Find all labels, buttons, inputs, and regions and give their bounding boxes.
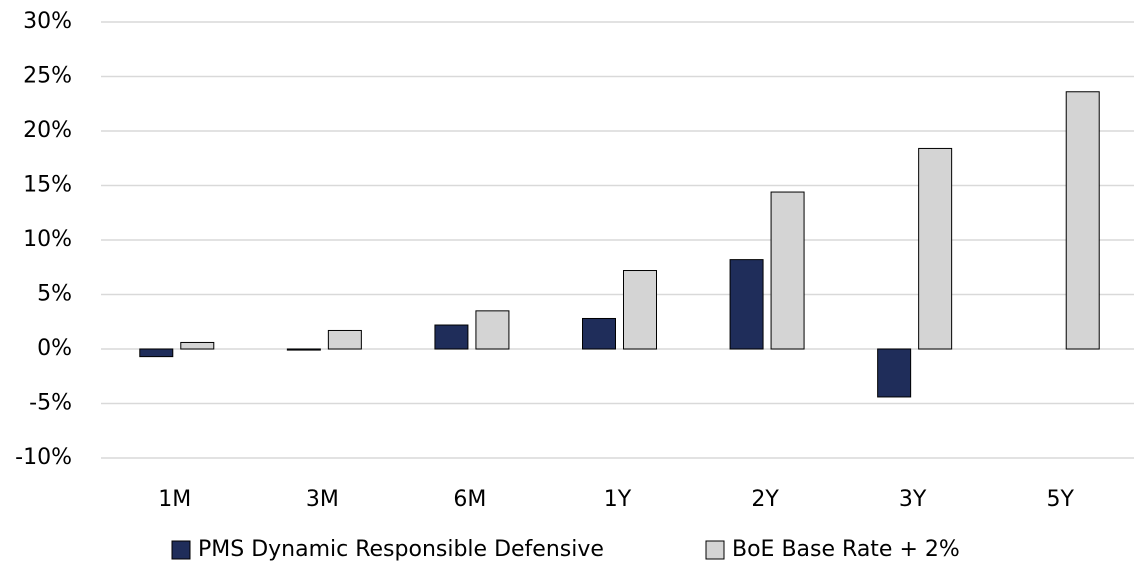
bar <box>918 147 953 350</box>
legend-label: PMS Dynamic Responsible Defensive <box>198 537 604 562</box>
y-tick-label: 0% <box>37 336 72 361</box>
x-tick-label: 3M <box>306 487 339 512</box>
bar <box>770 191 805 350</box>
legend-label: BoE Base Rate + 2% <box>732 537 960 562</box>
bar <box>139 348 174 358</box>
x-tick-label: 2Y <box>751 487 779 512</box>
bar <box>582 317 616 350</box>
x-tick-label: 3Y <box>899 487 927 512</box>
bar <box>729 259 764 350</box>
y-tick-label: 30% <box>23 9 72 34</box>
bar <box>327 329 362 350</box>
legend-swatch <box>171 540 191 560</box>
y-tick-label: 5% <box>37 282 72 307</box>
x-tick-label: 1Y <box>604 487 632 512</box>
y-tick-label: 20% <box>23 118 72 143</box>
y-tick-label: 15% <box>23 173 72 198</box>
legend-swatch <box>705 540 725 560</box>
bar <box>434 324 469 350</box>
bar <box>180 341 215 350</box>
bar <box>1065 91 1100 350</box>
x-tick-label: 6M <box>453 487 486 512</box>
y-tick-label: 10% <box>23 227 72 252</box>
y-tick-label: 25% <box>23 64 72 89</box>
x-tick-label: 1M <box>158 487 191 512</box>
x-tick-label: 5Y <box>1046 487 1074 512</box>
bar <box>623 270 657 350</box>
bar <box>475 310 510 350</box>
bar <box>877 348 912 398</box>
bar <box>286 348 321 351</box>
y-tick-label: -5% <box>29 391 72 416</box>
y-tick-label: -10% <box>15 445 72 470</box>
